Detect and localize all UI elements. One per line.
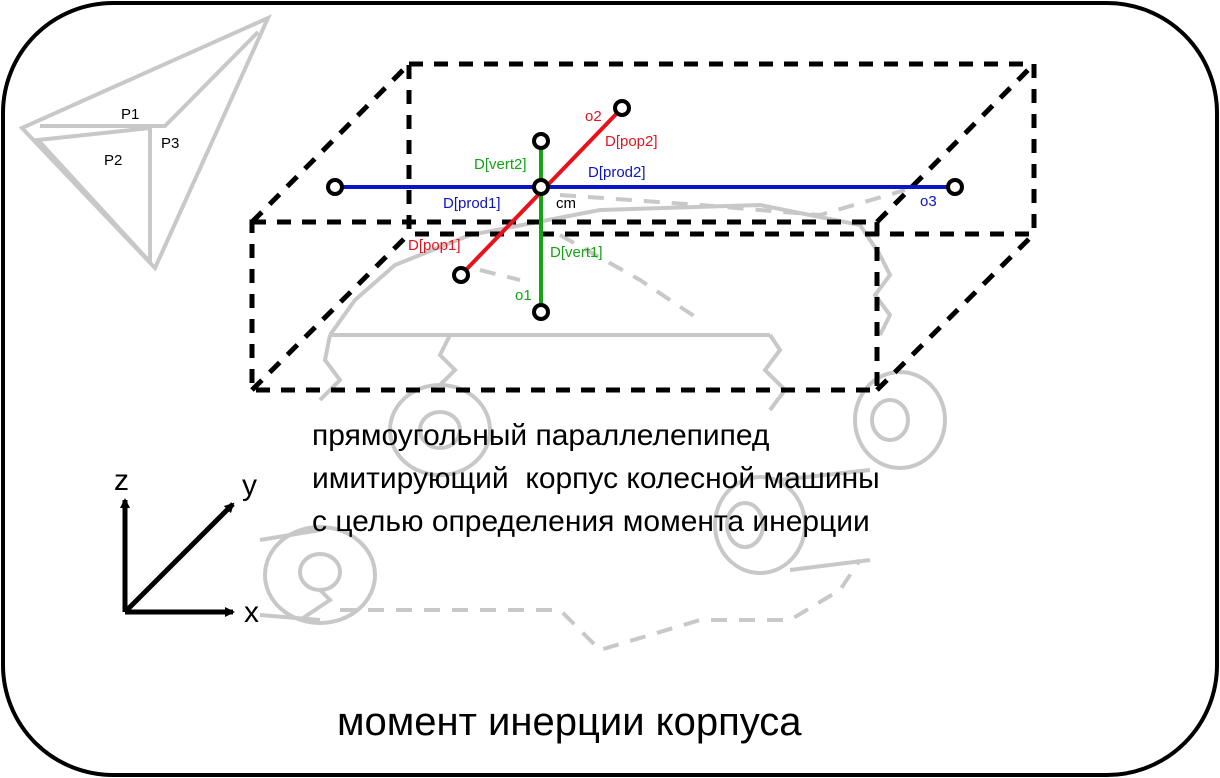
label-p2: P2 bbox=[104, 152, 122, 169]
point-o1 bbox=[532, 303, 550, 321]
label-o3: o3 bbox=[920, 193, 937, 210]
description-line-2: имитирующий корпус колесной машины bbox=[312, 462, 880, 495]
label-p3: P3 bbox=[161, 135, 179, 152]
axis-label-y: y bbox=[242, 469, 257, 502]
point-o3 bbox=[946, 178, 964, 196]
point-cm bbox=[532, 178, 550, 196]
page-title: момент инерции корпуса bbox=[337, 700, 802, 744]
ghost-vehicle bbox=[18, 14, 947, 625]
description-line-3: с целью определения момента инерции bbox=[312, 505, 870, 538]
label-p1: P1 bbox=[121, 106, 139, 123]
point-prod-left bbox=[326, 178, 344, 196]
label-prod1: D[prod1] bbox=[443, 195, 501, 212]
parallelepiped bbox=[249, 61, 1037, 393]
label-pop1: D[pop1] bbox=[408, 237, 461, 254]
label-vert2: D[vert2] bbox=[474, 156, 527, 173]
label-pop2: D[pop2] bbox=[605, 133, 658, 150]
axis-label-x: x bbox=[244, 596, 259, 629]
ghost-dashed-lines bbox=[340, 188, 906, 653]
label-vert1: D[vert1] bbox=[550, 244, 603, 261]
axis-label-z: z bbox=[114, 464, 129, 497]
description-line-1: прямоугольный параллелепипед bbox=[312, 419, 769, 452]
point-vert-top bbox=[532, 132, 550, 150]
label-cm: cm bbox=[556, 195, 576, 212]
point-pop-bottom bbox=[452, 266, 470, 284]
coordinate-axes bbox=[120, 498, 235, 617]
point-o2 bbox=[613, 99, 631, 117]
label-o2: o2 bbox=[585, 108, 602, 125]
label-prod2: D[prod2] bbox=[588, 164, 646, 181]
label-o1: o1 bbox=[515, 287, 532, 304]
